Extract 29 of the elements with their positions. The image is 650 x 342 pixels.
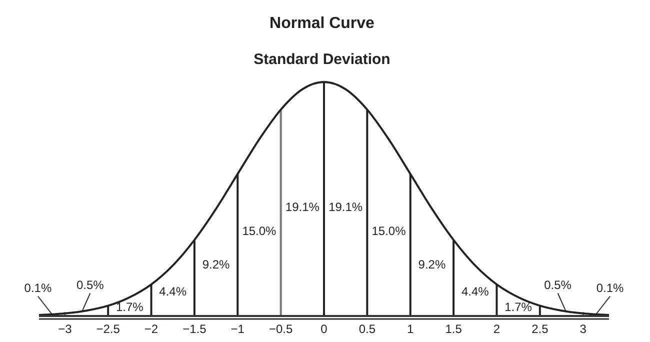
- x-tick-label: −0.5: [268, 322, 293, 336]
- annotation: 19.1%: [328, 200, 363, 214]
- x-tick-label: 1.5: [445, 322, 462, 336]
- annotation: 0.1%: [24, 281, 52, 296]
- annotation: 0.5%: [76, 278, 104, 292]
- annotation: 9.2%: [418, 258, 446, 272]
- annotation: 1.7%: [504, 300, 532, 314]
- x-tick-label: −2.5: [96, 322, 120, 336]
- annotation: 0.5%: [544, 278, 572, 292]
- chart-title: Normal Curve: [270, 15, 375, 32]
- chart-subtitle: Standard Deviation: [254, 51, 390, 68]
- annotation: 4.4%: [159, 284, 187, 299]
- x-tick-label: 0.5: [358, 322, 376, 336]
- x-tick-label: −3: [58, 322, 72, 336]
- annotation: 9.2%: [202, 258, 230, 272]
- x-tick-label: 2.5: [532, 322, 549, 336]
- annotation: 0.1%: [596, 281, 624, 296]
- annotation: 19.1%: [285, 200, 320, 214]
- x-tick-label: 3: [580, 322, 587, 336]
- x-tick-label: 1: [407, 322, 414, 336]
- x-tick-label: −2: [144, 322, 158, 336]
- annotation: 15.0%: [372, 224, 406, 238]
- annotation: 15.0%: [242, 224, 277, 238]
- x-tick-label: −1.5: [182, 322, 207, 336]
- annotation: 4.4%: [461, 284, 490, 299]
- annotation: 1.7%: [116, 300, 144, 314]
- x-tick-label: 2: [493, 322, 500, 336]
- x-tick-label: −1: [230, 322, 245, 336]
- x-tick-label: 0: [320, 322, 328, 336]
